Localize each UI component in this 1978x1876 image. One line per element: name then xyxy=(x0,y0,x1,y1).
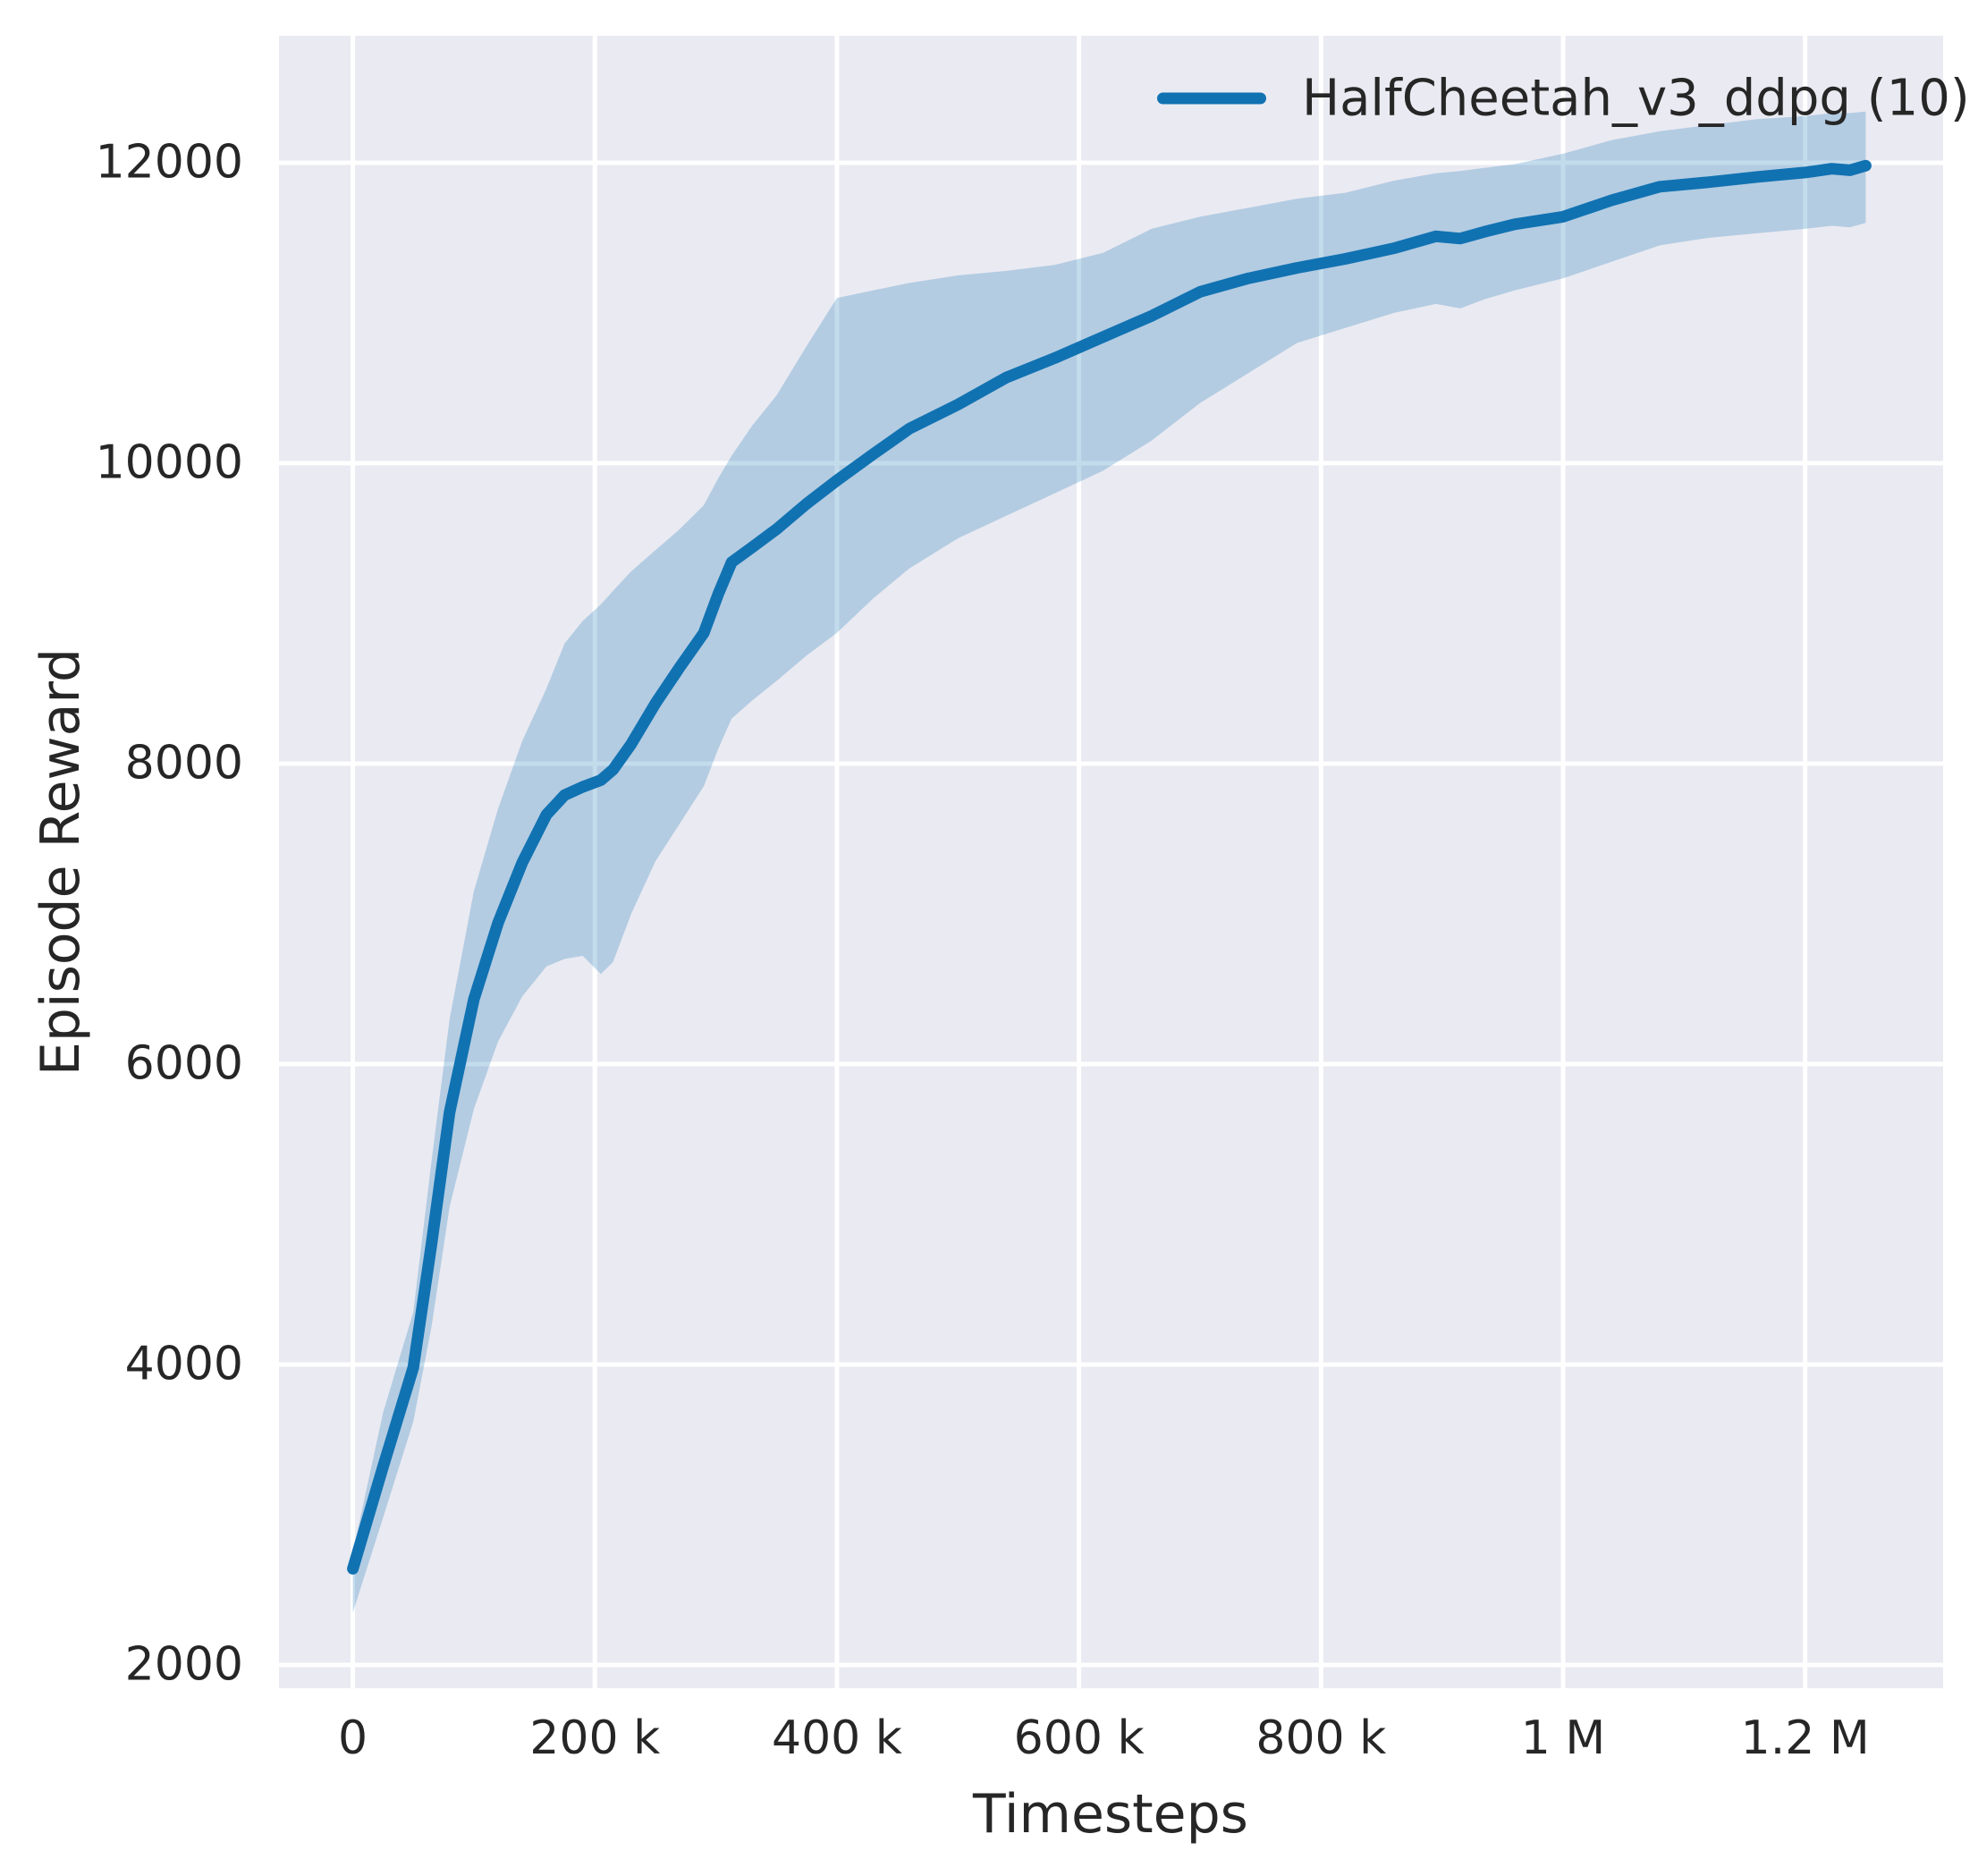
y-tick-label: 2000 xyxy=(124,1637,243,1692)
x-tick-label: 0 xyxy=(338,1711,368,1765)
x-tick-label: 600 k xyxy=(1013,1711,1145,1765)
y-tick-label: 8000 xyxy=(124,736,243,790)
x-axis-label: Timesteps xyxy=(973,1783,1248,1846)
series-line xyxy=(347,159,1872,1575)
legend-line-marker xyxy=(1157,92,1266,105)
plot-area xyxy=(279,36,1943,1688)
x-tick-label: 400 k xyxy=(771,1711,902,1765)
confidence-band xyxy=(352,111,1866,1613)
x-tick-label: 800 k xyxy=(1255,1711,1387,1765)
legend-label: HalfCheetah_v3_ddpg (10) xyxy=(1302,69,1970,128)
x-tick-label: 200 k xyxy=(529,1711,661,1765)
x-tick-label: 1.2 M xyxy=(1740,1711,1870,1765)
x-tick-label: 1 M xyxy=(1520,1711,1606,1765)
y-tick-label: 12000 xyxy=(95,135,243,190)
y-tick-label: 6000 xyxy=(124,1036,243,1091)
legend: HalfCheetah_v3_ddpg (10) xyxy=(1157,70,1970,128)
y-tick-label: 10000 xyxy=(95,435,243,490)
y-axis-label: Episode Reward xyxy=(30,647,92,1077)
y-tick-label: 4000 xyxy=(124,1337,243,1391)
